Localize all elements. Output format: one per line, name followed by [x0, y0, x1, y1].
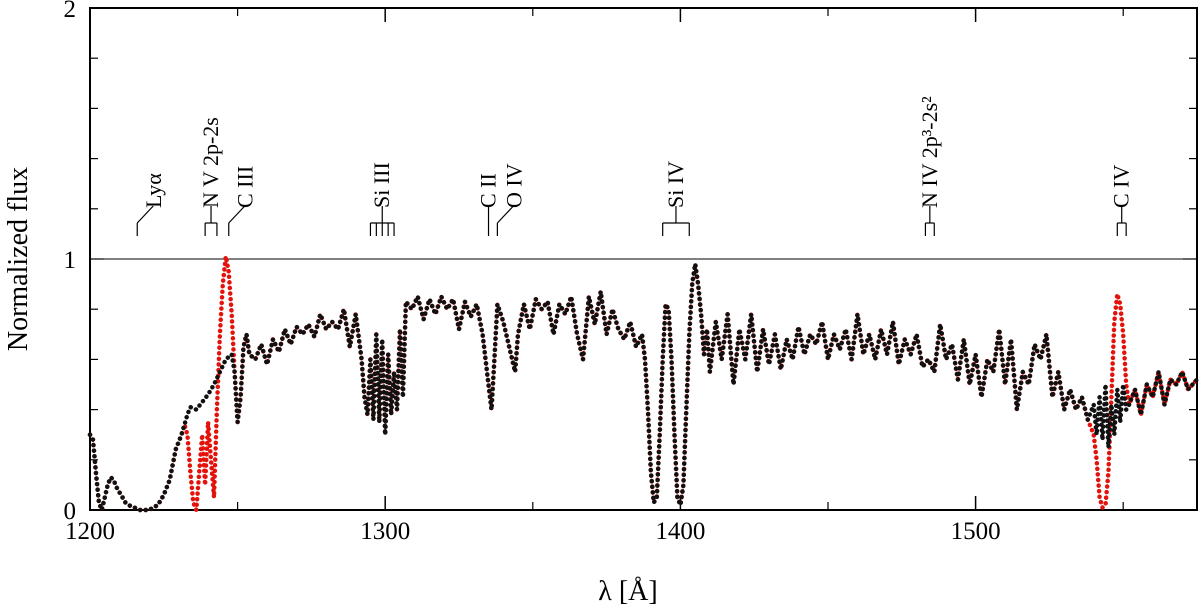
line-id-label: Lyα	[141, 173, 166, 208]
line-id-label: Si IV	[663, 161, 688, 208]
model-spectrum-red	[87, 254, 1200, 513]
series-group	[87, 254, 1200, 513]
y-tick-label: 2	[64, 0, 77, 23]
line-id-stem	[228, 205, 246, 224]
line-id-label: C III	[233, 166, 258, 208]
y-tick-label: 0	[64, 498, 77, 525]
x-tick-label: 1200	[65, 518, 115, 545]
line-id-label: N V 2p-2s	[198, 117, 223, 208]
line-id-stem	[496, 205, 514, 224]
line-id-label: O IV	[501, 163, 526, 208]
x-axis-title: λ [Å]	[598, 576, 657, 607]
line-id: C IV	[1109, 165, 1134, 236]
line-id-label: N IV 2p³-2s²	[917, 96, 942, 208]
line-id: C III	[228, 166, 258, 236]
line-id-stem	[136, 205, 154, 224]
x-tick-label: 1300	[360, 518, 410, 545]
line-id: N V 2p-2s	[198, 117, 223, 236]
line-id-label: C II	[476, 173, 501, 208]
model-spectrum-black	[87, 261, 1200, 513]
line-id-label: C IV	[1109, 165, 1134, 209]
line-id: C II	[476, 173, 501, 236]
axis-ticks: 1200 1300 1400 1500 0 1 2	[64, 0, 1197, 545]
line-id: N IV 2p³-2s²	[917, 96, 942, 236]
x-tick-label: 1500	[951, 518, 1001, 545]
line-id: Lyα	[136, 173, 166, 236]
line-identifications: Lyα N V 2p-2s C III Si III C II O IV Si IV N IV…	[136, 96, 1134, 236]
x-tick-label: 1400	[655, 518, 705, 545]
line-id: Si III	[369, 162, 395, 236]
y-tick-label: 1	[64, 247, 77, 274]
line-id-label: Si III	[369, 162, 394, 208]
y-axis-title: Normalized flux	[3, 167, 34, 351]
line-id: Si IV	[662, 161, 690, 236]
line-id: O IV	[496, 163, 526, 236]
